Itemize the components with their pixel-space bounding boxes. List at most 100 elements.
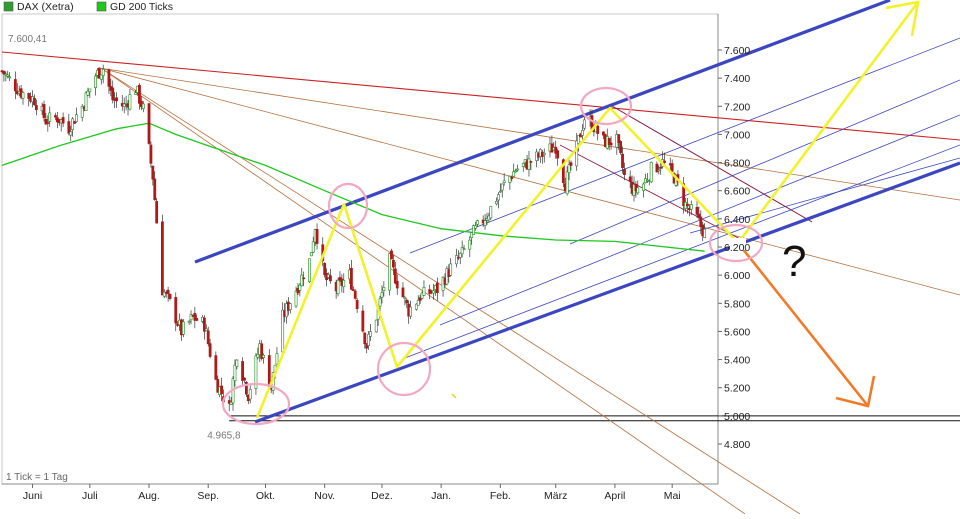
candle-body	[561, 159, 565, 184]
candle-body	[44, 118, 48, 125]
candle-body	[71, 118, 75, 130]
candle-body	[21, 92, 25, 99]
candle-body	[456, 257, 460, 259]
time-tick-label: Aug.	[138, 490, 160, 502]
candle-body	[474, 225, 477, 229]
price-tick-label: 6.800	[724, 158, 750, 170]
candle-body	[380, 292, 384, 298]
candle-body	[395, 280, 399, 289]
candle-body	[468, 239, 472, 250]
candle-body	[4, 73, 8, 76]
channel-parallel	[569, 79, 960, 245]
candle-body	[233, 364, 237, 381]
candle-body	[382, 286, 386, 291]
candle-body	[248, 389, 252, 400]
candle-body	[432, 290, 435, 294]
candle-body	[393, 268, 397, 284]
candle-body	[657, 169, 661, 172]
legend-label: GD 200 Ticks	[110, 1, 173, 13]
candle-body	[378, 298, 382, 307]
candle-body	[617, 134, 621, 144]
candle-body	[516, 168, 519, 171]
candle-body	[61, 117, 65, 124]
candle-body	[689, 204, 693, 210]
time-tick-label: Juni	[23, 490, 42, 502]
candle-body	[244, 381, 248, 395]
price-tick-label: 5.800	[724, 298, 750, 310]
price-tick-label: 5.000	[724, 411, 750, 423]
candle-body	[2, 70, 6, 75]
candle-body	[336, 279, 340, 295]
candle-body	[181, 321, 185, 335]
fan-line	[101, 67, 960, 296]
candle-body	[575, 140, 579, 167]
candle-body	[260, 343, 264, 359]
candle-body	[166, 289, 170, 295]
candle-body	[392, 259, 395, 268]
time-tick-label: Okt.	[256, 490, 275, 502]
candle-body	[489, 206, 493, 219]
candle-body	[483, 220, 487, 226]
candle-body	[355, 299, 359, 310]
highlight-circle	[376, 341, 432, 397]
candle-body	[323, 263, 327, 276]
candle-body	[220, 385, 223, 395]
candle-body	[160, 221, 164, 296]
candle-body	[460, 247, 464, 255]
candle-body	[388, 253, 391, 291]
candle-body	[462, 248, 466, 250]
time-tick-label: Feb.	[490, 490, 511, 502]
candle-body	[695, 207, 699, 215]
candle-body	[80, 106, 84, 118]
candle-body	[369, 331, 372, 337]
orange-arrow-head	[835, 375, 876, 408]
candle-body	[262, 354, 265, 358]
candle-body	[374, 319, 378, 333]
yellow-arrow-head	[885, 0, 920, 37]
candle-body	[294, 290, 298, 307]
candle-body	[542, 152, 546, 155]
candle-body	[202, 317, 206, 332]
candle-body	[134, 92, 138, 95]
candle-body	[329, 275, 332, 282]
candle-body	[342, 279, 346, 288]
candle-body	[367, 334, 370, 346]
candle-body	[302, 277, 306, 280]
candle-body	[34, 105, 38, 111]
candle-body	[111, 87, 115, 101]
candle-body	[162, 291, 166, 297]
price-tick-label: 5.400	[724, 355, 750, 367]
candle-body	[254, 355, 258, 389]
candle-body	[99, 74, 103, 80]
candle-body	[241, 361, 244, 381]
candle-body	[67, 121, 71, 134]
channel-parallel	[689, 157, 960, 234]
candle-body	[33, 97, 36, 106]
highlight-circle	[221, 382, 291, 426]
candle-body	[634, 183, 638, 192]
candle-body	[401, 287, 405, 297]
time-tick-label: Dez.	[371, 490, 393, 502]
candle-body	[204, 328, 208, 331]
yellow-wave-path	[255, 106, 739, 419]
candle-body	[435, 282, 439, 293]
high-label: 7.600,41	[8, 34, 47, 45]
up-channel-upper	[194, 0, 891, 264]
candle-body	[609, 142, 613, 146]
candle-body	[636, 187, 640, 194]
price-tick-label: 7.200	[724, 101, 750, 113]
time-tick-label: Sep.	[197, 490, 219, 502]
price-tick-label: 7.400	[724, 73, 750, 85]
last-price-marker	[730, 238, 746, 250]
candle-body	[697, 213, 701, 219]
orange-down-arrow	[736, 242, 870, 407]
candle-body	[409, 306, 412, 317]
candle-body	[153, 178, 157, 201]
price-tick-label: 6.400	[724, 214, 750, 226]
candle-body	[607, 137, 611, 145]
candle-body	[403, 297, 407, 299]
highlight-circle	[327, 182, 369, 230]
candle-body	[621, 153, 624, 168]
up-channel-lower	[254, 161, 960, 424]
